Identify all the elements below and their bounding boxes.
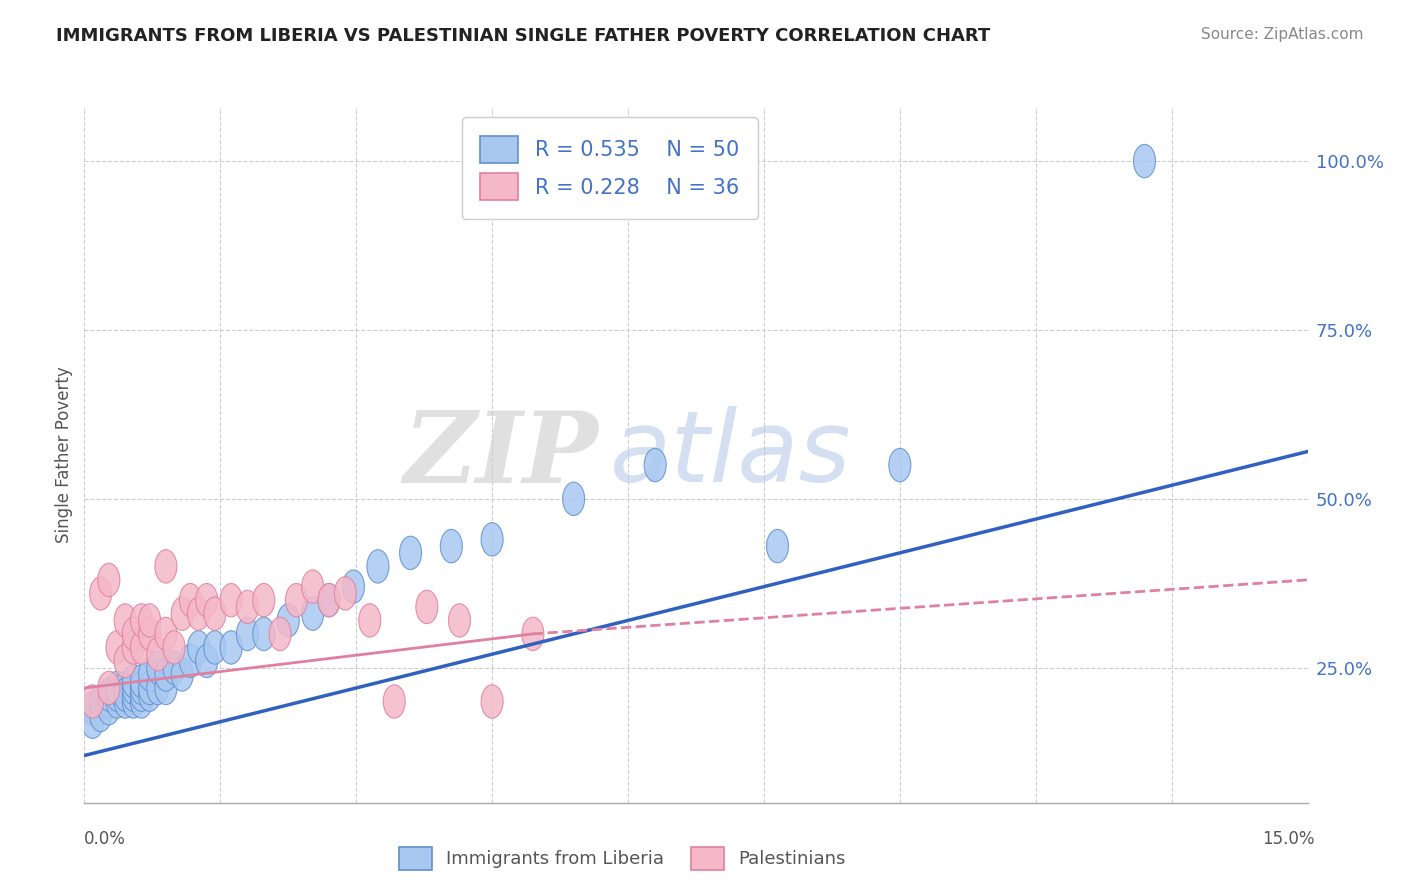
Ellipse shape — [172, 597, 193, 631]
Text: atlas: atlas — [610, 407, 852, 503]
Ellipse shape — [139, 604, 160, 637]
Ellipse shape — [766, 530, 789, 563]
Ellipse shape — [131, 678, 152, 712]
Ellipse shape — [114, 678, 136, 712]
Ellipse shape — [139, 657, 160, 691]
Text: IMMIGRANTS FROM LIBERIA VS PALESTINIAN SINGLE FATHER POVERTY CORRELATION CHART: IMMIGRANTS FROM LIBERIA VS PALESTINIAN S… — [56, 27, 990, 45]
Ellipse shape — [359, 604, 381, 637]
Ellipse shape — [889, 449, 911, 482]
Ellipse shape — [562, 483, 585, 516]
Ellipse shape — [105, 631, 128, 665]
Ellipse shape — [131, 631, 152, 665]
Ellipse shape — [180, 644, 201, 678]
Ellipse shape — [285, 583, 308, 617]
Ellipse shape — [163, 631, 186, 665]
Ellipse shape — [367, 549, 389, 583]
Ellipse shape — [302, 570, 323, 603]
Ellipse shape — [122, 631, 145, 665]
Ellipse shape — [1133, 145, 1156, 178]
Legend: Immigrants from Liberia, Palestinians: Immigrants from Liberia, Palestinians — [392, 839, 853, 877]
Text: Source: ZipAtlas.com: Source: ZipAtlas.com — [1201, 27, 1364, 42]
Ellipse shape — [146, 672, 169, 705]
Ellipse shape — [98, 691, 120, 725]
Ellipse shape — [122, 665, 145, 698]
Ellipse shape — [122, 678, 145, 712]
Ellipse shape — [343, 570, 364, 603]
Ellipse shape — [105, 678, 128, 712]
Ellipse shape — [82, 691, 104, 725]
Text: ZIP: ZIP — [404, 407, 598, 503]
Text: 15.0%: 15.0% — [1263, 830, 1315, 847]
Ellipse shape — [131, 685, 152, 718]
Ellipse shape — [318, 583, 340, 617]
Ellipse shape — [155, 617, 177, 650]
Ellipse shape — [481, 685, 503, 718]
Ellipse shape — [114, 685, 136, 718]
Ellipse shape — [155, 549, 177, 583]
Ellipse shape — [335, 577, 356, 610]
Ellipse shape — [98, 672, 120, 705]
Ellipse shape — [139, 617, 160, 650]
Ellipse shape — [221, 631, 242, 665]
Ellipse shape — [131, 604, 152, 637]
Ellipse shape — [399, 536, 422, 570]
Ellipse shape — [644, 449, 666, 482]
Ellipse shape — [253, 617, 274, 650]
Ellipse shape — [195, 644, 218, 678]
Ellipse shape — [180, 583, 201, 617]
Text: 0.0%: 0.0% — [84, 830, 127, 847]
Ellipse shape — [114, 604, 136, 637]
Ellipse shape — [155, 657, 177, 691]
Ellipse shape — [98, 563, 120, 597]
Ellipse shape — [221, 583, 242, 617]
Ellipse shape — [204, 597, 226, 631]
Ellipse shape — [187, 631, 209, 665]
Ellipse shape — [122, 685, 145, 718]
Ellipse shape — [122, 617, 145, 650]
Ellipse shape — [163, 651, 186, 684]
Ellipse shape — [98, 685, 120, 718]
Ellipse shape — [253, 583, 274, 617]
Ellipse shape — [440, 530, 463, 563]
Ellipse shape — [302, 597, 323, 631]
Ellipse shape — [481, 523, 503, 556]
Ellipse shape — [416, 591, 437, 624]
Ellipse shape — [114, 644, 136, 678]
Ellipse shape — [318, 583, 340, 617]
Ellipse shape — [139, 678, 160, 712]
Ellipse shape — [82, 705, 104, 739]
Ellipse shape — [187, 597, 209, 631]
Ellipse shape — [172, 657, 193, 691]
Ellipse shape — [82, 685, 104, 718]
Ellipse shape — [139, 672, 160, 705]
Ellipse shape — [204, 631, 226, 665]
Ellipse shape — [146, 638, 169, 671]
Ellipse shape — [90, 698, 111, 731]
Ellipse shape — [155, 672, 177, 705]
Ellipse shape — [269, 617, 291, 650]
Ellipse shape — [114, 672, 136, 705]
Ellipse shape — [277, 604, 299, 637]
Ellipse shape — [236, 617, 259, 650]
Y-axis label: Single Father Poverty: Single Father Poverty — [55, 367, 73, 543]
Ellipse shape — [195, 583, 218, 617]
Ellipse shape — [522, 617, 544, 650]
Ellipse shape — [122, 672, 145, 705]
Ellipse shape — [384, 685, 405, 718]
Ellipse shape — [105, 672, 128, 705]
Ellipse shape — [131, 672, 152, 705]
Ellipse shape — [90, 685, 111, 718]
Ellipse shape — [98, 678, 120, 712]
Ellipse shape — [449, 604, 471, 637]
Ellipse shape — [146, 651, 169, 684]
Ellipse shape — [236, 591, 259, 624]
Ellipse shape — [105, 685, 128, 718]
Ellipse shape — [90, 577, 111, 610]
Ellipse shape — [131, 665, 152, 698]
